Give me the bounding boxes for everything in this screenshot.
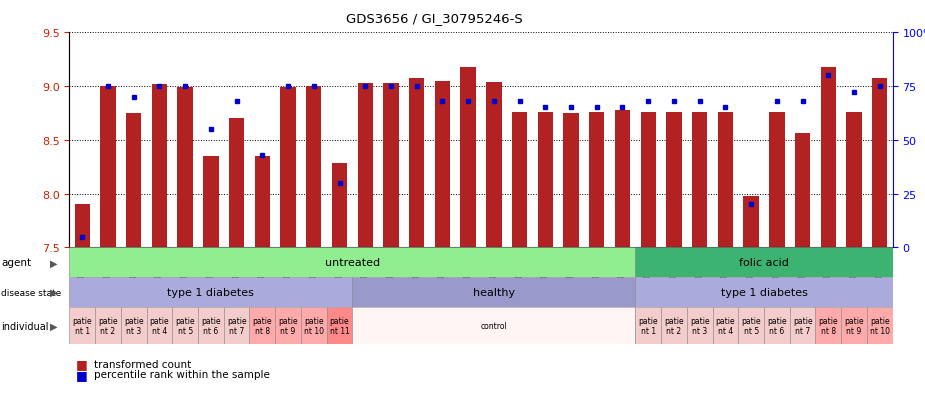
Text: patie
nt 6: patie nt 6: [201, 316, 221, 335]
Text: patie
nt 6: patie nt 6: [767, 316, 786, 335]
Bar: [666, 112, 682, 248]
Bar: [332, 164, 347, 248]
Text: patie
nt 2: patie nt 2: [664, 316, 684, 335]
Bar: [435, 81, 450, 248]
Bar: [692, 112, 708, 248]
Text: GDS3656 / GI_30795246-S: GDS3656 / GI_30795246-S: [346, 12, 524, 25]
Bar: [69, 248, 635, 278]
Bar: [512, 112, 527, 248]
Bar: [686, 307, 712, 344]
Bar: [589, 112, 605, 248]
Bar: [100, 87, 116, 248]
Text: patie
nt 2: patie nt 2: [98, 316, 117, 335]
Text: patie
nt 7: patie nt 7: [227, 316, 246, 335]
Bar: [820, 67, 836, 248]
Text: patie
nt 3: patie nt 3: [690, 316, 709, 335]
Text: patie
nt 9: patie nt 9: [278, 316, 298, 335]
Bar: [95, 307, 121, 344]
Text: patie
nt 5: patie nt 5: [741, 316, 761, 335]
Bar: [327, 307, 352, 344]
Bar: [738, 307, 764, 344]
Bar: [126, 114, 142, 248]
Bar: [764, 307, 790, 344]
Text: agent: agent: [1, 258, 31, 268]
Text: patie
nt 1: patie nt 1: [72, 316, 93, 335]
Bar: [867, 307, 893, 344]
Text: patie
nt 10: patie nt 10: [870, 316, 890, 335]
Text: transformed count: transformed count: [94, 359, 191, 369]
Bar: [178, 88, 192, 248]
Bar: [718, 112, 734, 248]
Text: patie
nt 4: patie nt 4: [716, 316, 735, 335]
Bar: [769, 112, 784, 248]
Bar: [69, 278, 352, 307]
Bar: [121, 307, 146, 344]
Text: type 1 diabetes: type 1 diabetes: [721, 287, 808, 297]
Text: control: control: [480, 321, 507, 330]
Bar: [661, 307, 686, 344]
Bar: [487, 83, 501, 248]
Text: patie
nt 7: patie nt 7: [793, 316, 812, 335]
Text: ▶: ▶: [50, 321, 57, 331]
Bar: [795, 134, 810, 248]
Bar: [383, 83, 399, 248]
Bar: [357, 83, 373, 248]
Text: patie
nt 8: patie nt 8: [819, 316, 838, 335]
Bar: [790, 307, 816, 344]
Bar: [846, 112, 862, 248]
Text: folic acid: folic acid: [739, 258, 789, 268]
Text: patie
nt 4: patie nt 4: [150, 316, 169, 335]
Text: patie
nt 8: patie nt 8: [253, 316, 272, 335]
Bar: [352, 307, 635, 344]
Bar: [224, 307, 250, 344]
Bar: [69, 307, 95, 344]
Bar: [228, 119, 244, 248]
Text: patie
nt 10: patie nt 10: [303, 316, 324, 335]
Text: patie
nt 5: patie nt 5: [176, 316, 195, 335]
Text: patie
nt 3: patie nt 3: [124, 316, 143, 335]
Bar: [280, 88, 296, 248]
Bar: [563, 114, 579, 248]
Bar: [712, 307, 738, 344]
Bar: [744, 196, 758, 248]
Bar: [537, 112, 553, 248]
Bar: [146, 307, 172, 344]
Bar: [352, 278, 635, 307]
Bar: [306, 87, 322, 248]
Text: percentile rank within the sample: percentile rank within the sample: [94, 370, 270, 380]
Bar: [204, 157, 218, 248]
Text: patie
nt 9: patie nt 9: [845, 316, 864, 335]
Text: individual: individual: [1, 321, 48, 331]
Bar: [75, 205, 90, 248]
Text: untreated: untreated: [325, 258, 380, 268]
Bar: [409, 79, 425, 248]
Bar: [640, 112, 656, 248]
Bar: [615, 110, 630, 248]
Text: disease state: disease state: [1, 288, 61, 297]
Bar: [152, 85, 167, 248]
Bar: [172, 307, 198, 344]
Bar: [276, 307, 301, 344]
Text: type 1 diabetes: type 1 diabetes: [167, 287, 254, 297]
Bar: [250, 307, 276, 344]
Text: ■: ■: [76, 368, 88, 381]
Text: ■: ■: [76, 357, 88, 370]
Text: ▶: ▶: [50, 287, 57, 297]
Bar: [635, 278, 893, 307]
Bar: [841, 307, 867, 344]
Bar: [635, 248, 893, 278]
Bar: [254, 157, 270, 248]
Text: patie
nt 11: patie nt 11: [329, 316, 350, 335]
Bar: [461, 67, 475, 248]
Bar: [301, 307, 327, 344]
Text: patie
nt 1: patie nt 1: [638, 316, 658, 335]
Text: ▶: ▶: [50, 258, 57, 268]
Text: healthy: healthy: [473, 287, 515, 297]
Bar: [872, 79, 887, 248]
Bar: [816, 307, 841, 344]
Bar: [198, 307, 224, 344]
Bar: [635, 307, 661, 344]
